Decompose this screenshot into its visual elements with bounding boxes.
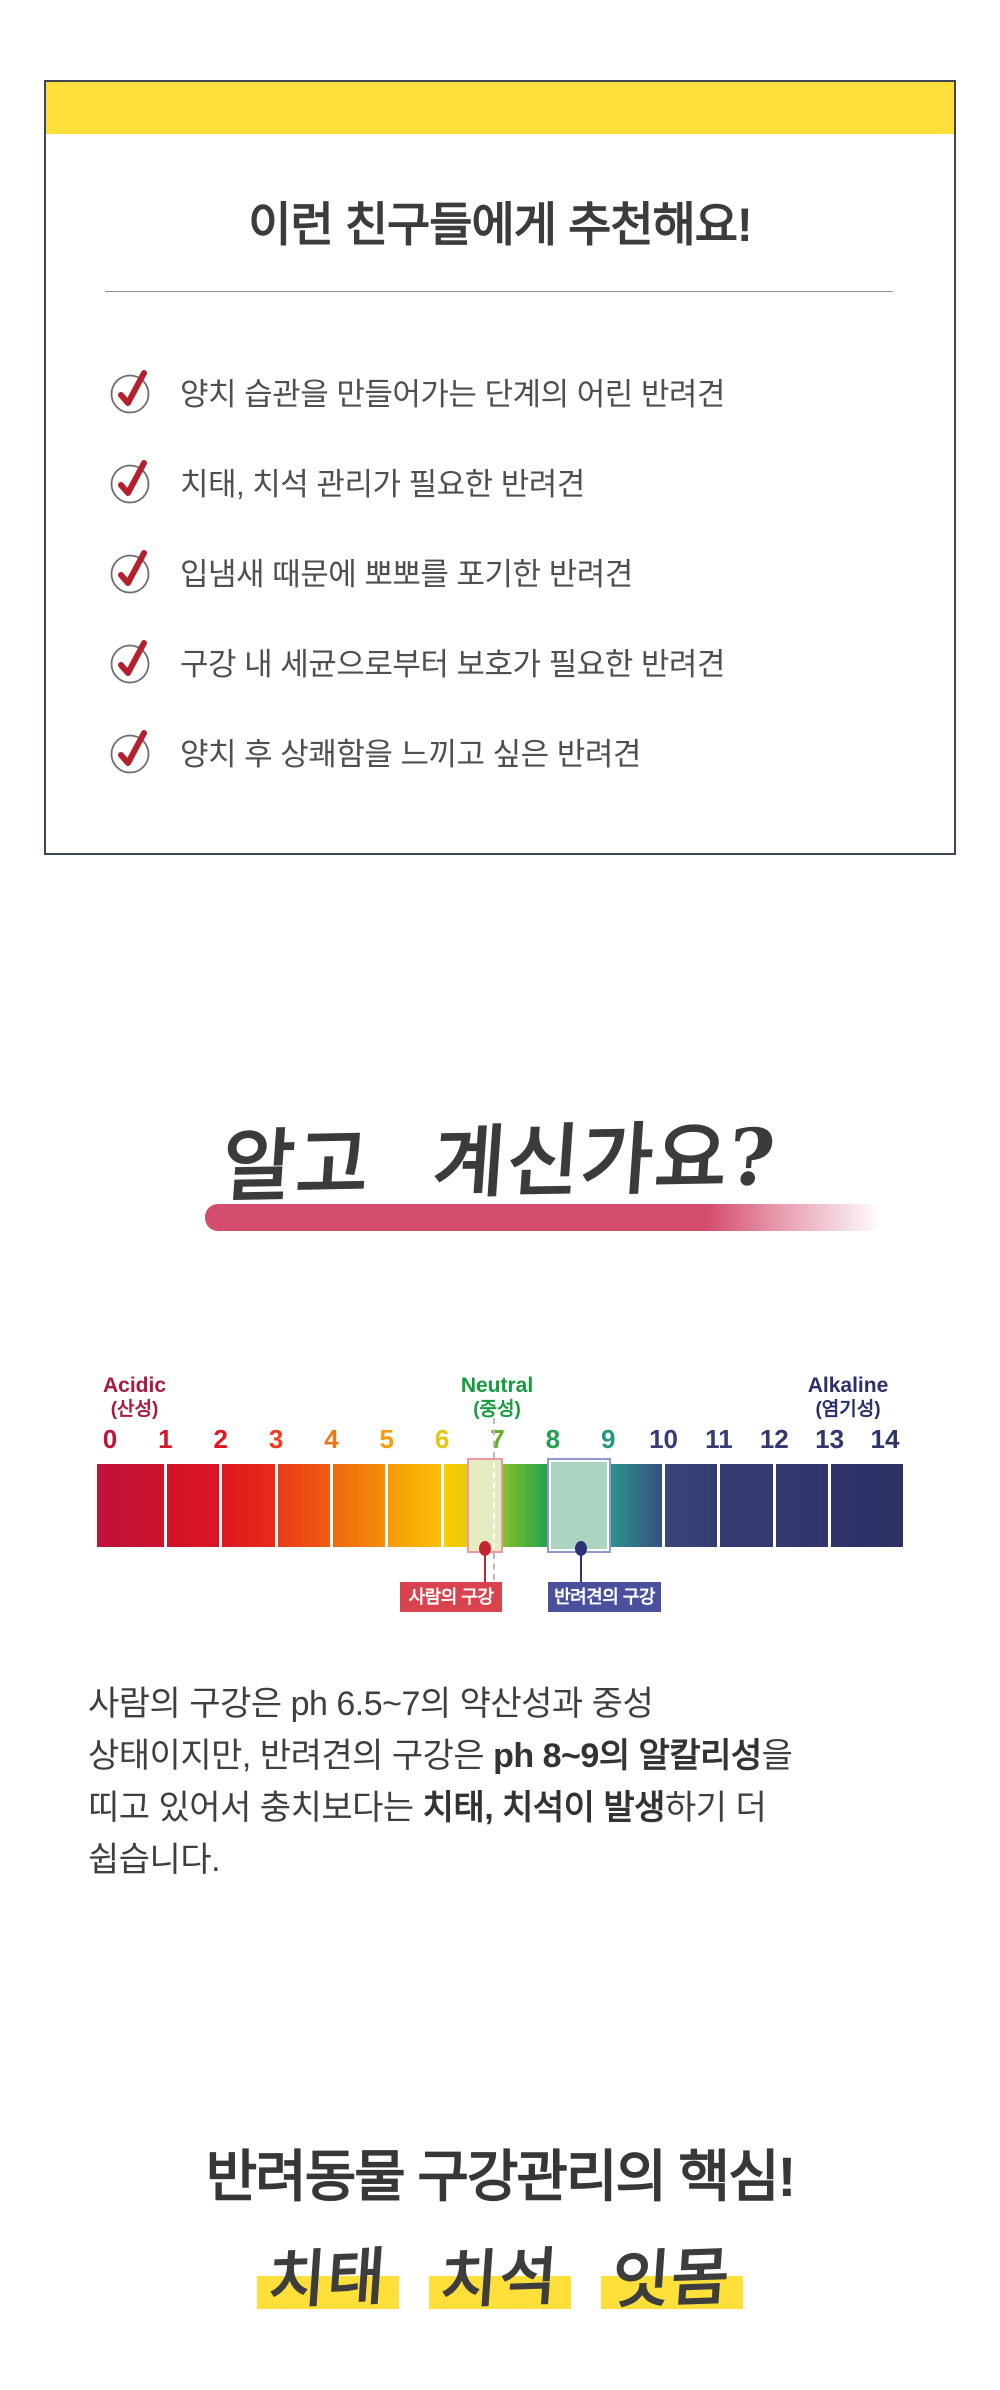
human-marker-line xyxy=(484,1554,486,1584)
card-accent-bar xyxy=(46,82,954,134)
checklist: 양치 습관을 만들어가는 단계의 어린 반려견 치태, 치석 관리가 필요한 반… xyxy=(46,346,954,796)
dog-marker-line xyxy=(580,1554,582,1584)
keyword-highlight xyxy=(601,2276,744,2309)
ph-segment xyxy=(720,1464,773,1547)
checklist-item: 양치 후 상쾌함을 느끼고 싶은 반려견 xyxy=(46,706,954,796)
keyword-row: 치태 치석 잇몸 xyxy=(0,2228,1000,2318)
dog-label-tag: 반려견의 구강 xyxy=(548,1582,661,1612)
checklist-item-label: 치태, 치석 관리가 필요한 반려견 xyxy=(180,466,585,502)
keyword-highlight xyxy=(428,2276,572,2309)
human-marker-dot xyxy=(479,1541,491,1556)
ph-tick: 5 xyxy=(379,1424,395,1454)
ph-tick: 1 xyxy=(158,1424,173,1454)
ph-segment xyxy=(831,1464,904,1547)
brush-underline xyxy=(205,1204,883,1231)
ph-tick: 11 xyxy=(705,1424,733,1454)
human-range-box xyxy=(467,1458,503,1553)
ph-tick: 6 xyxy=(434,1424,450,1454)
ph-scale-chart: Acidic (산성) Neutral (중성) Alkaline (염기성) … xyxy=(95,1372,905,1617)
divider xyxy=(105,291,893,292)
ph-tick: 0 xyxy=(102,1424,118,1454)
dog-marker-dot xyxy=(575,1541,587,1556)
zone-label-acidic: Acidic (산성) xyxy=(103,1374,166,1422)
human-label-tag: 사람의 구강 xyxy=(400,1582,502,1612)
did-you-know-heading: 알고 계신가요? xyxy=(219,1112,780,1213)
ph-tick: 13 xyxy=(815,1424,845,1454)
checklist-item-label: 양치 습관을 만들어가는 단계의 어린 반려견 xyxy=(180,376,725,412)
card-title: 이런 친구들에게 추천해요! xyxy=(248,198,752,251)
neutral-dashed-line xyxy=(493,1553,495,1601)
ph-segment xyxy=(498,1464,552,1547)
ph-segment xyxy=(332,1464,386,1547)
keyword: 치석 xyxy=(428,2228,572,2318)
ph-tick-row: 0 1 2 3 4 5 6 7 8 9 10 11 12 13 14 xyxy=(95,1424,905,1456)
zone-acidic-en: Acidic xyxy=(103,1374,167,1397)
description-line: 띠고 있어서 충치보다는 치태, 치석이 발생하기 더 xyxy=(88,1789,767,1827)
keyword-label: 치석 xyxy=(437,2239,562,2318)
ph-segment xyxy=(665,1464,718,1547)
zone-alkaline-en: Alkaline xyxy=(807,1374,889,1397)
check-icon xyxy=(106,547,158,595)
checklist-item-label: 입냄새 때문에 뽀뽀를 포기한 반려견 xyxy=(180,556,633,592)
ph-tick: 10 xyxy=(649,1424,679,1454)
ph-tick: 12 xyxy=(759,1424,789,1454)
ph-tick: 2 xyxy=(213,1424,228,1454)
check-icon xyxy=(106,367,158,415)
recommend-card: 이런 친구들에게 추천해요! 양치 습관을 만들어가는 단계의 어린 반려견 치… xyxy=(44,80,956,855)
zone-neutral-en: Neutral xyxy=(460,1374,534,1397)
ph-segment xyxy=(222,1464,275,1547)
ph-tick: 14 xyxy=(870,1424,900,1454)
ph-segment xyxy=(388,1464,441,1547)
check-icon xyxy=(106,727,158,775)
zone-label-neutral: Neutral (중성) xyxy=(437,1374,557,1422)
checklist-item: 구강 내 세균으로부터 보호가 필요한 반려견 xyxy=(46,616,954,706)
core-title: 반려동물 구강관리의 핵심! xyxy=(205,2145,797,2208)
ph-tick: 8 xyxy=(545,1424,561,1454)
zone-alkaline-ko: (염기성) xyxy=(815,1399,881,1420)
description-line: 쉽습니다. xyxy=(88,1841,221,1879)
ph-tick: 4 xyxy=(324,1424,339,1454)
zone-neutral-ko: (중성) xyxy=(473,1399,521,1420)
checklist-item: 입냄새 때문에 뽀뽀를 포기한 반려견 xyxy=(46,526,954,616)
zone-acidic-ko: (산성) xyxy=(110,1399,159,1420)
checklist-item-label: 구강 내 세균으로부터 보호가 필요한 반려견 xyxy=(180,646,725,682)
ph-tick: 9 xyxy=(600,1424,616,1454)
ph-segment xyxy=(775,1464,829,1547)
keyword-label: 잇몸 xyxy=(609,2239,734,2318)
check-icon xyxy=(106,637,158,685)
ph-segment xyxy=(166,1464,220,1547)
description-line: 사람의 구강은 ph 6.5~7의 약산성과 중성 xyxy=(88,1685,654,1723)
neutral-dashed-line xyxy=(493,1418,495,1458)
keyword-highlight xyxy=(256,2276,399,2309)
check-icon xyxy=(106,457,158,505)
neutral-dashed-line xyxy=(493,1462,495,1549)
ph-segment xyxy=(609,1464,663,1547)
checklist-item: 치태, 치석 관리가 필요한 반려견 xyxy=(46,436,954,526)
checklist-item-label: 양치 후 상쾌함을 느끼고 싶은 반려견 xyxy=(180,736,641,772)
ph-tick: 3 xyxy=(268,1424,284,1454)
checklist-item: 양치 습관을 만들어가는 단계의 어린 반려견 xyxy=(46,346,954,436)
did-you-know-section: 알고 계신가요? xyxy=(0,1100,1000,1250)
keyword: 잇몸 xyxy=(601,2228,744,2318)
ph-segment xyxy=(277,1464,330,1547)
dog-range-box xyxy=(547,1458,611,1553)
description-line: 상태이지만, 반려견의 구강은 ph 8~9의 알칼리성을 xyxy=(88,1737,793,1775)
keyword: 치태 xyxy=(256,2228,399,2318)
zone-label-alkaline: Alkaline (염기성) xyxy=(773,1374,923,1422)
keyword-label: 치태 xyxy=(265,2239,390,2318)
ph-segment xyxy=(96,1464,164,1547)
